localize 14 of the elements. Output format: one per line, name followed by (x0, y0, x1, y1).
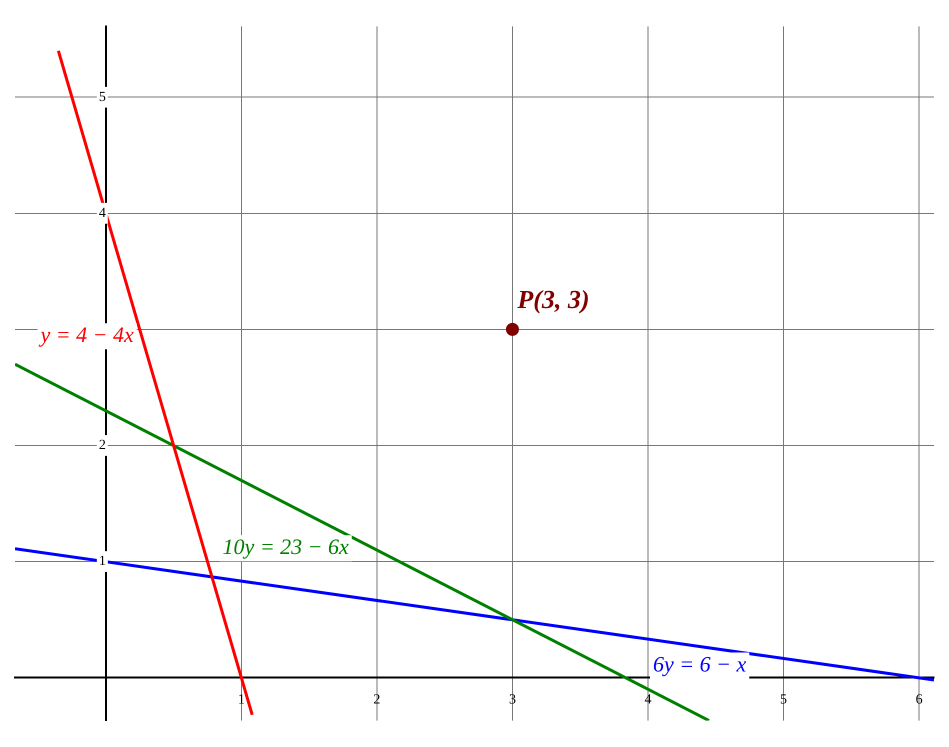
x-tick-label: 1 (238, 692, 245, 708)
series-label: P(3, 3) (516, 285, 590, 314)
x-tick-label: 4 (644, 692, 652, 708)
x-tick-label: 5 (780, 692, 788, 708)
x-tick-label: 3 (508, 692, 516, 708)
y-tick-label: 5 (98, 90, 106, 105)
series-label: 10y = 23 − 6x (222, 534, 349, 559)
y-tick-label: 4 (98, 206, 106, 221)
x-tick-label: 2 (373, 692, 380, 708)
series-label: y = 4 − 4x (38, 322, 134, 348)
x-tick-label: 6 (916, 692, 923, 708)
series-label: 6y = 6 − x (653, 651, 746, 676)
y-tick-label: 1 (98, 554, 106, 570)
y-tick-label: 2 (98, 438, 106, 454)
